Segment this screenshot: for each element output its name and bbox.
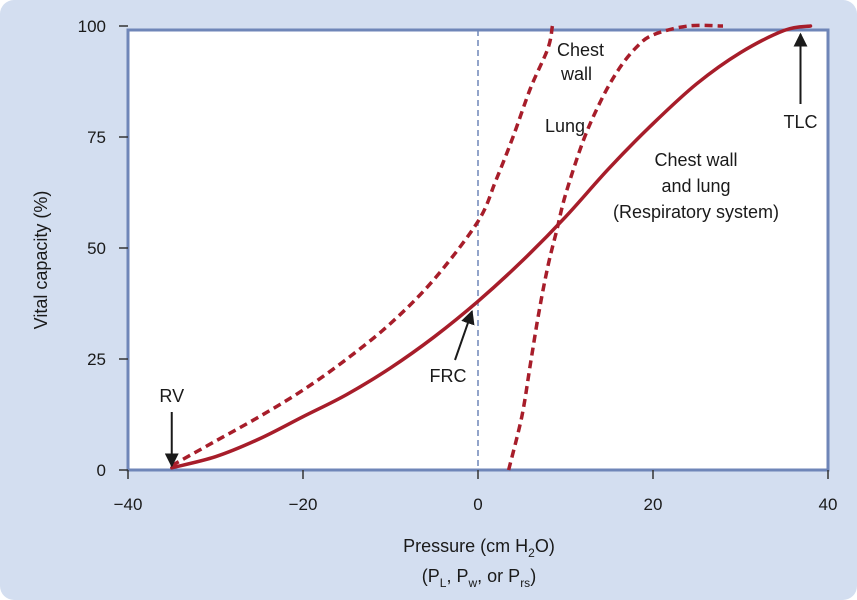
chest-wall-label-line1: Chest [557,40,604,60]
x-axis-label-line2: (PL, Pw, or Prs) [422,566,536,590]
x-tick-label: −40 [114,495,143,514]
combined-label-line2: and lung [661,176,730,196]
frc-label: FRC [430,366,467,386]
x-axis-label: Pressure (cm H2O) [403,536,555,560]
y-tick-label: 75 [87,128,106,147]
chest-wall-label-line2: wall [560,64,592,84]
chest-wall-curve [170,25,555,468]
frc-arrow [454,309,475,361]
combined-label-line1: Chest wall [654,150,737,170]
lung-label: Lung [545,116,585,136]
rv-label: RV [159,386,184,406]
x-tick-label: −20 [289,495,318,514]
y-tick-label: 50 [87,239,106,258]
y-tick-label: 25 [87,350,106,369]
combined-label-line3: (Respiratory system) [613,202,779,222]
tlc-label: TLC [783,112,817,132]
x-tick-label: 40 [819,495,838,514]
respiratory-system-curve [170,24,813,470]
x-tick-label: 0 [473,495,482,514]
y-tick-label: 0 [97,461,106,480]
y-axis-label: Vital capacity (%) [31,191,51,330]
x-tick-label: 20 [644,495,663,514]
y-tick-label: 100 [78,17,106,36]
